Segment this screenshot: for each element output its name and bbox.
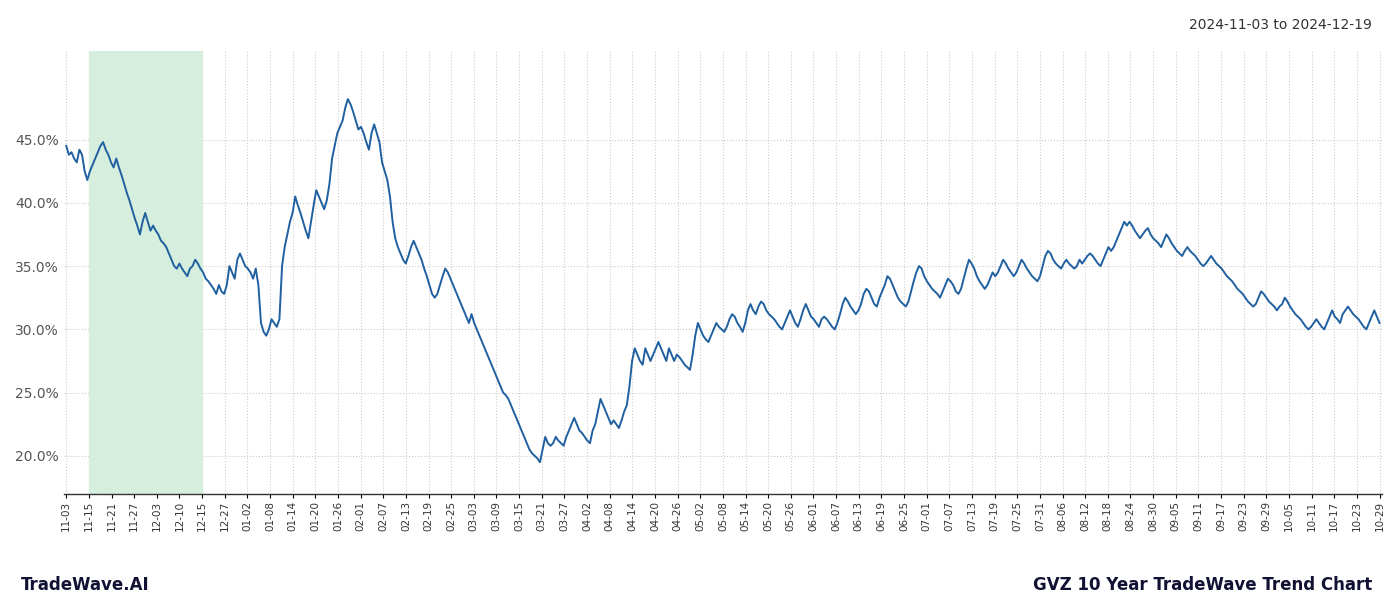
Bar [88,51,202,494]
Text: 2024-11-03 to 2024-12-19: 2024-11-03 to 2024-12-19 [1189,18,1372,32]
Text: TradeWave.AI: TradeWave.AI [21,576,150,594]
Text: GVZ 10 Year TradeWave Trend Chart: GVZ 10 Year TradeWave Trend Chart [1033,576,1372,594]
